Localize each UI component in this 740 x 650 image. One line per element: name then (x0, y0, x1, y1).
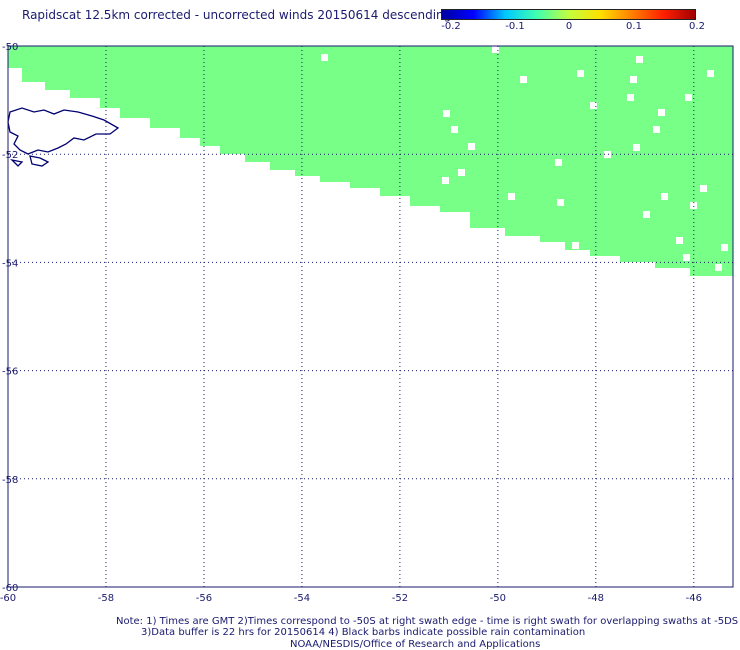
colorbar-label: 0.1 (626, 21, 642, 32)
missing-cell (555, 159, 562, 166)
missing-cell (683, 254, 690, 261)
longitude-tick-label: -46 (686, 593, 702, 604)
latitude-tick-label: -56 (2, 367, 18, 378)
missing-cell (604, 151, 611, 158)
missing-cell (590, 102, 597, 109)
latitude-tick-label: -60 (2, 583, 18, 594)
missing-cell (715, 264, 722, 271)
longitude-tick-label: -58 (98, 593, 114, 604)
missing-cell (508, 193, 515, 200)
colorbar-label: -0.2 (441, 21, 461, 32)
colorbar-label: 0 (565, 21, 573, 32)
missing-cell (636, 56, 643, 63)
note-line-2: 3)Data buffer is 22 hrs for 20150614 4) … (141, 627, 586, 638)
colorbar (441, 9, 696, 20)
missing-cell (700, 185, 707, 192)
longitude-tick-label: -48 (588, 593, 604, 604)
missing-cell (627, 94, 634, 101)
longitude-tick-label: -60 (0, 593, 16, 604)
note-line-1: Note: 1) Times are GMT 2)Times correspon… (116, 616, 739, 627)
missing-cell (653, 126, 660, 133)
missing-cell (468, 143, 475, 150)
missing-cell (676, 237, 683, 244)
colorbar-label: 0.2 (689, 21, 705, 32)
coastline (7, 107, 120, 167)
missing-cell (321, 54, 328, 61)
longitude-tick-label: -54 (294, 593, 310, 604)
missing-cell (451, 126, 458, 133)
longitude-tick-label: -52 (392, 593, 408, 604)
missing-cell (707, 70, 714, 77)
longitude-tick-label: -56 (196, 593, 212, 604)
latitude-tick-label: -58 (2, 475, 18, 486)
latitude-tick-label: -52 (2, 150, 18, 161)
latitude-labels: -50 -52 -54 -56 -58 -60 (2, 42, 18, 594)
missing-cell (633, 144, 640, 151)
map-frame (7, 45, 734, 588)
missing-cell (557, 199, 564, 206)
longitude-labels: -60 -58 -56 -54 -52 -50 -48 -46 (0, 593, 702, 604)
latitude-tick-label: -54 (2, 258, 18, 269)
missing-cell (661, 193, 668, 200)
missing-cell (442, 177, 449, 184)
credit-line: NOAA/NESDIS/Office of Research and Appli… (290, 639, 541, 650)
missing-cell (658, 109, 665, 116)
missing-data-cells (321, 46, 728, 271)
chart-title: Rapidscat 12.5km corrected - uncorrected… (22, 8, 452, 22)
missing-cell (458, 169, 465, 176)
missing-cell (721, 244, 728, 251)
missing-cell (577, 70, 584, 77)
missing-cell (492, 46, 499, 53)
missing-cell (520, 76, 527, 83)
colorbar-label: -0.1 (505, 21, 525, 32)
missing-cell (572, 242, 579, 249)
missing-cell (685, 94, 692, 101)
longitude-tick-label: -50 (490, 593, 506, 604)
swath-coverage (8, 46, 733, 276)
missing-cell (690, 202, 697, 209)
missing-cell (643, 211, 650, 218)
missing-cell (443, 110, 450, 117)
latitude-tick-label: -50 (2, 42, 18, 53)
missing-cell (630, 76, 637, 83)
